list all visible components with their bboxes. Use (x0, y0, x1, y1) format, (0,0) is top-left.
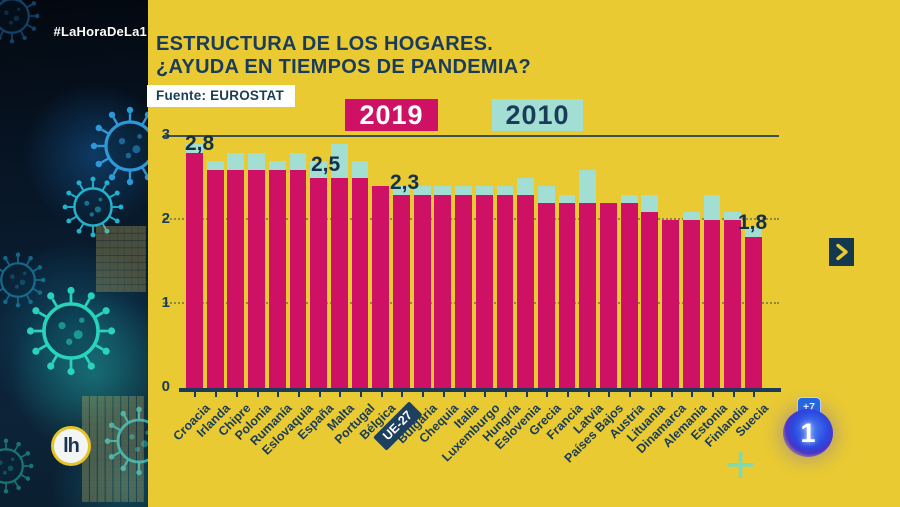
title-line-2: ¿AYUDA EN TIEMPOS DE PANDEMIA? (156, 56, 531, 78)
bar-group: Italia (451, 136, 481, 431)
bar-2019 (455, 194, 472, 388)
bar-group: Malta (325, 136, 357, 433)
x-axis-baseline (179, 388, 781, 392)
bar-2019 (310, 178, 328, 388)
bar-group: Francia (544, 136, 585, 442)
bar-group: Suecia (733, 136, 771, 439)
coronavirus-icon (0, 438, 34, 494)
data-label: 2,5 (311, 153, 341, 176)
bar-2019 (579, 203, 597, 388)
bar-group: Austria (607, 136, 647, 441)
page-title: ESTRUCTURA DE LOS HOGARES. ¿AYUDA EN TIE… (156, 33, 531, 79)
dot-pattern (96, 226, 146, 292)
bar-2019 (330, 178, 348, 388)
bar-2019 (724, 220, 742, 388)
bar-2019 (496, 194, 514, 388)
bar-group: UE-27 (373, 136, 423, 451)
data-label: 1,8 (738, 211, 768, 234)
data-label: 2,8 (185, 132, 215, 155)
bar-2019 (558, 203, 576, 388)
title-line-1: ESTRUCTURA DE LOS HOGARES. (156, 33, 494, 55)
bar-group: Irlanda (194, 136, 233, 440)
bar-2019 (682, 220, 700, 388)
bar-2019 (289, 169, 307, 388)
bar-2019 (351, 178, 369, 388)
bar-2019 (641, 211, 659, 388)
bar-2019 (393, 194, 410, 388)
bar-2019 (475, 194, 493, 388)
chevron-right-icon (835, 243, 848, 261)
data-label: 2,3 (390, 171, 420, 194)
bar-2019 (703, 220, 721, 388)
bar-2019 (186, 152, 203, 388)
bar-group: Luxemburgo (439, 136, 502, 464)
hashtag: #LaHoraDeLa1 (53, 24, 147, 39)
y-axis-tick-label: 1 (161, 294, 170, 311)
bar-group: Chipre (216, 136, 254, 439)
plus-decoration: + (723, 439, 759, 488)
next-button[interactable] (829, 238, 854, 266)
channel-logo-la1: 1 (783, 409, 833, 457)
bar-group: Alemania (660, 136, 709, 450)
bar-group: Chequia (416, 136, 461, 446)
bar-2019 (434, 194, 452, 388)
legend-2010: 2010 (492, 99, 583, 131)
bar-2019 (413, 194, 431, 388)
bar-group: Finlandia (702, 136, 751, 450)
legend-2019: 2019 (345, 99, 438, 131)
bar-2019 (620, 203, 638, 388)
bar-group: Portugal (332, 136, 378, 447)
bar-group: Eslovenia (492, 136, 544, 452)
left-panel: lh (0, 0, 148, 507)
dot-pattern (82, 396, 144, 502)
bar-group: Rumanía (248, 136, 295, 448)
bar-2019 (600, 203, 617, 388)
bar-group: Dinamarca (633, 136, 688, 456)
program-logo-lh: lh (51, 426, 91, 466)
bar-group: España (295, 136, 337, 442)
bar-group: Eslovaquia (259, 136, 316, 458)
bar-2019 (662, 220, 679, 388)
source-badge: Fuente: EUROSTAT (147, 85, 295, 107)
coronavirus-icon (90, 106, 148, 186)
bar-2019 (372, 186, 390, 388)
bar-group: Grecia (527, 136, 564, 438)
bar-group: Latvia (570, 136, 606, 436)
bar-groups: Croacia Irlanda Chipre Polonia Rumanía Eslova… (170, 136, 771, 465)
bar-group: Croacia (170, 136, 212, 443)
coronavirus-icon (26, 286, 116, 376)
bar-2019 (744, 236, 762, 388)
bar-group: Estonia (688, 136, 730, 443)
bar-group: Bulgaria (395, 136, 440, 446)
y-axis-tick-label: 0 (161, 378, 170, 395)
bar-2019 (517, 194, 535, 388)
gridline-3 (163, 135, 779, 137)
bar-2019 (268, 169, 286, 388)
y-axis-tick-label: 3 (161, 126, 170, 143)
bar-2019 (227, 169, 245, 388)
bar-group: Hungría (480, 136, 523, 444)
bar-group: Países Bajos (562, 136, 626, 465)
bar-2019 (537, 203, 555, 388)
bar-group: Lituania (624, 136, 668, 445)
bar-group: Polonia (233, 136, 274, 443)
bar-2019 (248, 169, 265, 388)
y-axis-tick-label: 2 (161, 210, 170, 227)
bar-group: Bélgica (357, 136, 399, 442)
bar-2019 (206, 169, 224, 388)
